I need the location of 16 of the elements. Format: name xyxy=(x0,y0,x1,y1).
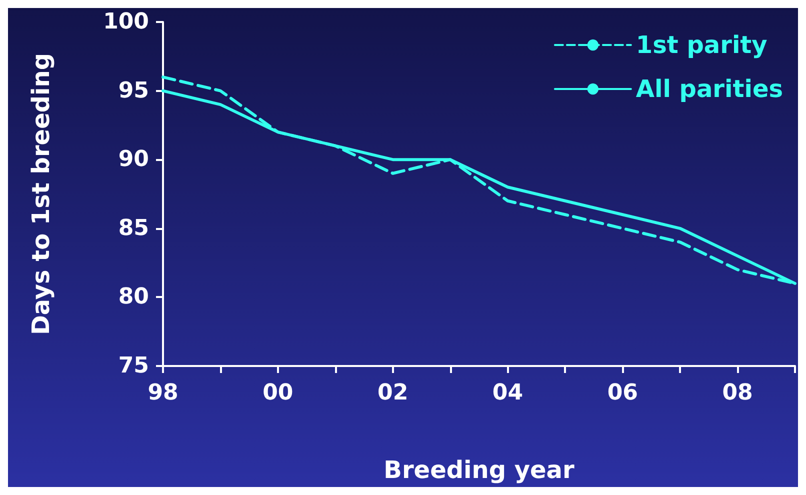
x-tick-label: 98 xyxy=(148,380,178,406)
x-tick-label: 00 xyxy=(262,380,294,406)
x-tick-label: 04 xyxy=(492,380,524,406)
y-tick-label: 85 xyxy=(118,216,149,241)
legend-label: All parities xyxy=(636,75,784,103)
x-axis-title: Breeding year xyxy=(384,456,574,484)
y-tick-label: 100 xyxy=(103,10,149,34)
y-tick-label: 95 xyxy=(118,78,149,104)
x-tick-label: 06 xyxy=(607,380,638,406)
y-tick-label: 80 xyxy=(118,284,149,310)
y-tick-label: 90 xyxy=(118,147,149,172)
x-tick-label: 02 xyxy=(378,380,408,406)
x-tick-label: 08 xyxy=(722,380,753,406)
y-axis-title: Days to 1st breeding xyxy=(27,52,55,336)
legend-label: 1st parity xyxy=(636,31,768,59)
y-tick-label: 75 xyxy=(118,354,149,378)
